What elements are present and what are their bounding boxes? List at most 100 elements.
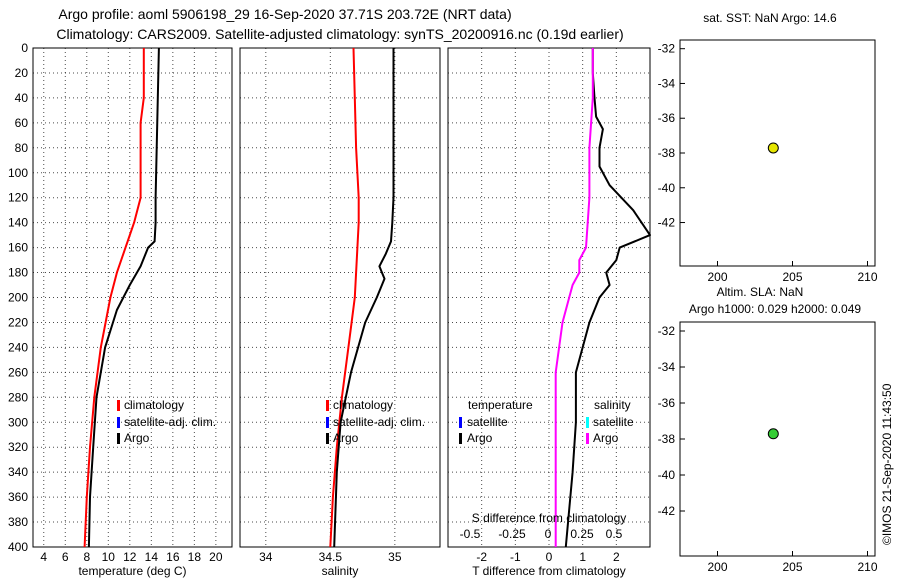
depth-tick-label: 0 bbox=[21, 41, 28, 55]
x-tick-label: 10 bbox=[102, 550, 116, 564]
legend-argo: Argo bbox=[124, 431, 150, 445]
legend-s-argo-swatch bbox=[586, 433, 589, 444]
depth-tick-label: 180 bbox=[8, 266, 28, 280]
legend-s-satellite-swatch bbox=[586, 417, 589, 428]
depth-tick-label: 140 bbox=[8, 216, 28, 230]
s-diff-axis-label: S difference from climatology bbox=[472, 511, 627, 525]
lon-tick-label: 205 bbox=[782, 270, 802, 284]
lat-tick-label: -38 bbox=[658, 432, 676, 446]
lat-tick-label: -32 bbox=[658, 42, 676, 56]
s-diff-tick-label: 0.5 bbox=[606, 527, 623, 541]
lat-tick-label: -34 bbox=[658, 360, 676, 374]
series-s-difference--argo- bbox=[554, 48, 594, 547]
x-tick-label: 16 bbox=[166, 550, 180, 564]
lon-tick-label: 210 bbox=[857, 270, 877, 284]
x-axis-label: temperature (deg C) bbox=[78, 564, 186, 578]
x-axis-label: T difference from climatology bbox=[472, 564, 626, 578]
s-diff-tick-label: -0.5 bbox=[460, 527, 481, 541]
depth-tick-label: 40 bbox=[15, 91, 29, 105]
lon-tick-label: 210 bbox=[857, 560, 877, 574]
x-axis-label: salinity bbox=[322, 564, 359, 578]
legend-argo-swatch bbox=[117, 433, 120, 444]
legend-t-argo: Argo bbox=[467, 431, 493, 445]
x-tick-label: 18 bbox=[188, 550, 202, 564]
lat-tick-label: -32 bbox=[658, 324, 676, 338]
legend-satellite-swatch bbox=[326, 417, 329, 428]
x-tick-label: 14 bbox=[145, 550, 159, 564]
lat-tick-label: -40 bbox=[658, 468, 676, 482]
profile-location-marker bbox=[767, 142, 779, 154]
depth-tick-label: 80 bbox=[15, 141, 29, 155]
sst-map-title: sat. SST: NaN Argo: 14.6 bbox=[703, 11, 837, 25]
temperature-legend: climatology satellite-adj. clim. Argo bbox=[117, 398, 216, 445]
depth-tick-label: 220 bbox=[8, 315, 28, 329]
depth-tick-label: 400 bbox=[8, 540, 28, 554]
x-tick-label: 6 bbox=[62, 550, 69, 564]
title-line-2: Climatology: CARS2009. Satellite-adjuste… bbox=[56, 26, 623, 42]
lat-tick-label: -36 bbox=[658, 111, 676, 125]
plot-frame bbox=[239, 47, 441, 548]
legend-climatology: climatology bbox=[333, 398, 393, 412]
depth-tick-label: 300 bbox=[8, 415, 28, 429]
difference-legend: temperature satellite Argo salinity sate… bbox=[459, 398, 634, 445]
series-climatology bbox=[329, 47, 360, 548]
lat-tick-label: -40 bbox=[658, 181, 676, 195]
x-tick-label: 4 bbox=[40, 550, 47, 564]
sla-map-panel: -32 -34 -36 -38 -40 -42 200 205 210 bbox=[658, 321, 878, 574]
legend-argo-swatch bbox=[326, 433, 329, 444]
x-tick-label: -1 bbox=[510, 550, 521, 564]
lon-tick-label: 205 bbox=[782, 560, 802, 574]
legend-satellite-swatch bbox=[117, 417, 120, 428]
depth-tick-label: 260 bbox=[8, 365, 28, 379]
legend-climatology-swatch bbox=[326, 400, 329, 411]
legend-t-satellite: satellite bbox=[467, 415, 508, 429]
depth-tick-label: 340 bbox=[8, 465, 28, 479]
x-tick-label: -2 bbox=[476, 550, 487, 564]
legend-t-argo-swatch bbox=[459, 433, 462, 444]
legend-argo: Argo bbox=[333, 431, 359, 445]
x-tick-label: 34 bbox=[259, 550, 273, 564]
legend-sat-clim: satellite-adj. clim. bbox=[333, 415, 425, 429]
profile-location-marker bbox=[767, 428, 779, 440]
lon-tick-label: 200 bbox=[707, 560, 727, 574]
salinity-legend: climatology satellite-adj. clim. Argo bbox=[326, 398, 425, 445]
depth-tick-label: 380 bbox=[8, 515, 28, 529]
lat-tick-label: -38 bbox=[658, 146, 676, 160]
depth-tick-label: 240 bbox=[8, 340, 28, 354]
lat-tick-label: -36 bbox=[658, 396, 676, 410]
lat-tick-label: -34 bbox=[658, 76, 676, 90]
salinity-panel: 34 34.5 35 salinity bbox=[239, 47, 441, 578]
lat-tick-label: -42 bbox=[658, 504, 676, 518]
depth-tick-label: 120 bbox=[8, 191, 28, 205]
series-t-difference--argo- bbox=[564, 48, 651, 548]
x-tick-label: 1 bbox=[579, 550, 586, 564]
depth-tick-label: 100 bbox=[8, 166, 28, 180]
s-diff-tick-label: 0.25 bbox=[570, 527, 594, 541]
lon-tick-label: 200 bbox=[707, 270, 727, 284]
legend-s-argo: Argo bbox=[593, 431, 619, 445]
sla-map-title-2: Argo h1000: 0.029 h2000: 0.049 bbox=[689, 302, 861, 316]
series-climatology bbox=[83, 48, 145, 548]
plot-frame bbox=[447, 47, 651, 548]
depth-tick-label: 320 bbox=[8, 440, 28, 454]
plot-frame bbox=[32, 47, 233, 548]
legend-climatology: climatology bbox=[124, 398, 184, 412]
depth-tick-label: 280 bbox=[8, 390, 28, 404]
map-frame bbox=[679, 321, 876, 557]
series-argo bbox=[333, 48, 395, 548]
lat-tick-label: -42 bbox=[658, 216, 676, 230]
sla-map-title-1: Altim. SLA: NaN bbox=[717, 285, 804, 299]
x-tick-label: 20 bbox=[209, 550, 223, 564]
legend-temperature-title: temperature bbox=[468, 398, 533, 412]
x-tick-label: 34.5 bbox=[319, 550, 343, 564]
copyright-stamp: ©IMOS 21-Sep-2020 11:43:50 bbox=[880, 383, 894, 545]
s-diff-tick-label: 0 bbox=[545, 527, 552, 541]
depth-tick-label: 60 bbox=[15, 116, 29, 130]
x-tick-label: 35 bbox=[388, 550, 402, 564]
series-argo bbox=[87, 47, 160, 548]
legend-s-satellite: satellite bbox=[593, 415, 634, 429]
difference-panel: -2 -1 0 1 2T difference from climatology S di… bbox=[447, 47, 651, 578]
sst-map-panel: -32 -34 -36 -38 -40 -42 200 205 210 bbox=[658, 39, 878, 284]
title-line-1: Argo profile: aoml 5906198_29 16-Sep-202… bbox=[58, 6, 511, 22]
legend-salinity-title: salinity bbox=[594, 398, 631, 412]
